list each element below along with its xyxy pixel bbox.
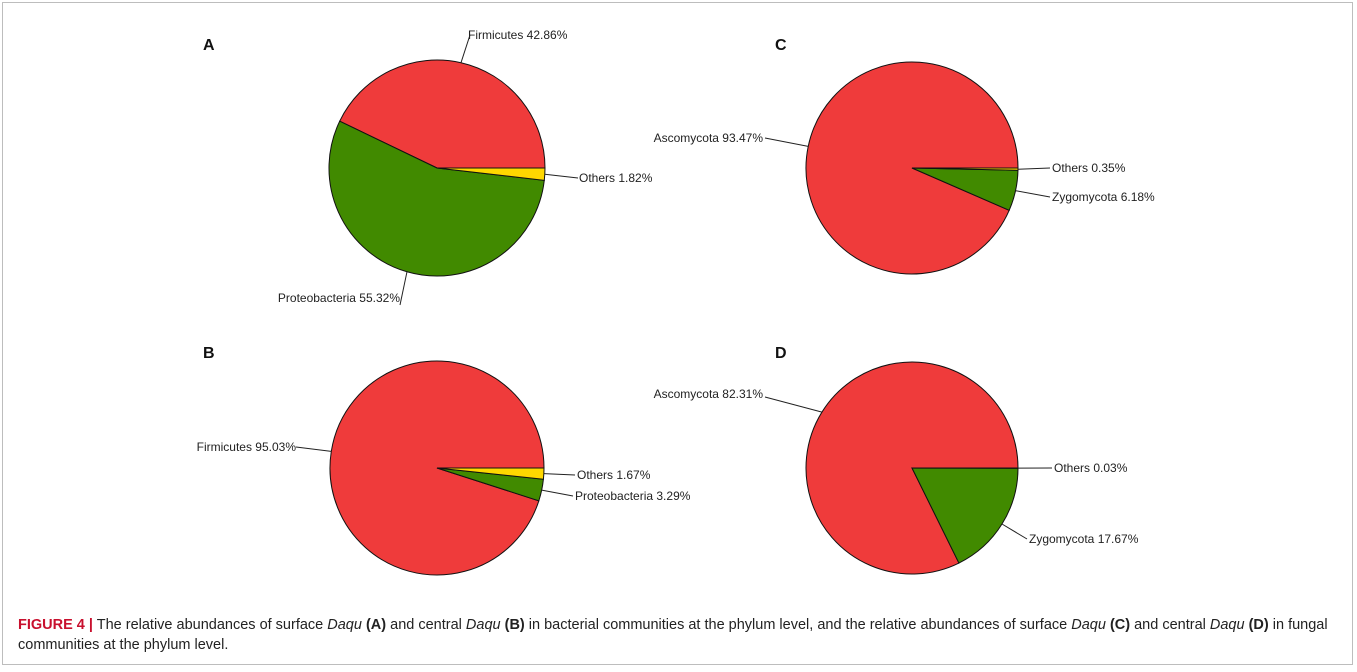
slice-label-c-zygomycota: Zygomycota 6.18% bbox=[1052, 190, 1155, 204]
leader-line-a-proteobacteria bbox=[399, 271, 408, 306]
panel-label-a: A bbox=[203, 37, 215, 54]
figure-caption: FIGURE 4 | The relative abundances of su… bbox=[18, 617, 1328, 653]
pie-chart-a: A Firmicutes 42.86% Proteobacteria 55.32% O… bbox=[203, 28, 653, 306]
figure-pie-charts: A Firmicutes 42.86% Proteobacteria 55.32% O… bbox=[197, 28, 1155, 576]
leader-line-c-ascomycota bbox=[764, 137, 809, 147]
pie-slice-b-others bbox=[436, 467, 545, 480]
pie-slice-c-others bbox=[911, 167, 1019, 171]
slice-label-a-proteobacteria: Proteobacteria 55.32% bbox=[278, 291, 400, 305]
leader-line-b-others bbox=[543, 473, 576, 476]
pie-chart-c: C Ascomycota 93.47% Zygomycota 6.18% Others… bbox=[654, 37, 1155, 275]
slice-label-d-others: Others 0.03% bbox=[1054, 461, 1128, 475]
leader-line-c-zygomycota bbox=[1015, 190, 1051, 198]
leader-line-a-firmicutes bbox=[460, 34, 471, 63]
slice-label-b-proteobacteria: Proteobacteria 3.29% bbox=[575, 489, 691, 503]
pie-slice-a-firmicutes bbox=[339, 59, 546, 169]
leader-line-d-ascomycota bbox=[764, 396, 823, 413]
slice-label-b-others: Others 1.67% bbox=[577, 468, 651, 482]
figure-number: FIGURE 4 | bbox=[18, 617, 93, 633]
leader-line-c-others bbox=[1017, 167, 1051, 170]
slice-label-d-ascomycota: Ascomycota 82.31% bbox=[654, 387, 764, 401]
slice-label-c-ascomycota: Ascomycota 93.47% bbox=[654, 131, 764, 145]
slice-label-b-firmicutes: Firmicutes 95.03% bbox=[197, 440, 297, 454]
leader-line-b-firmicutes bbox=[295, 446, 332, 452]
panel-label-d: D bbox=[775, 345, 787, 362]
panel-label-b: B bbox=[203, 345, 215, 362]
slice-label-a-firmicutes: Firmicutes 42.86% bbox=[468, 28, 568, 42]
slice-label-c-others: Others 0.35% bbox=[1052, 161, 1126, 175]
pie-slice-d-zygomycota bbox=[911, 467, 1019, 564]
panel-label-c: C bbox=[775, 37, 787, 54]
leader-line-b-proteobacteria bbox=[541, 489, 574, 497]
pie-chart-d: D Ascomycota 82.31% Zygomycota 17.67% Other… bbox=[654, 345, 1139, 575]
pie-chart-b: B Firmicutes 95.03% Proteobacteria 3.29% Ot… bbox=[197, 345, 691, 576]
slice-label-a-others: Others 1.82% bbox=[579, 171, 653, 185]
leader-line-a-others bbox=[544, 173, 579, 179]
leader-line-d-zygomycota bbox=[1001, 523, 1028, 540]
slice-label-d-zygomycota: Zygomycota 17.67% bbox=[1029, 532, 1139, 546]
